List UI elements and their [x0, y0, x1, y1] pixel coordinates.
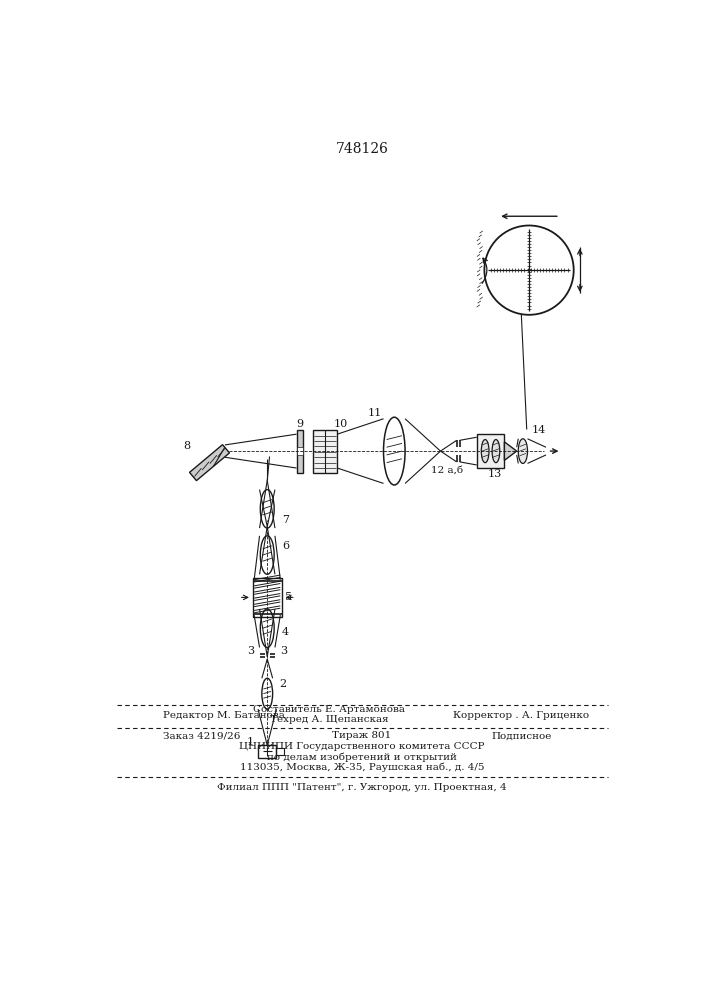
Bar — [296, 447, 303, 455]
Text: 11: 11 — [368, 408, 382, 418]
Ellipse shape — [518, 439, 527, 463]
Bar — [312, 430, 337, 473]
Text: Корректор . А. Гриценко: Корректор . А. Гриценко — [453, 711, 590, 720]
Bar — [477, 434, 504, 468]
Text: 748126: 748126 — [336, 142, 388, 156]
Text: 1: 1 — [247, 737, 254, 747]
Ellipse shape — [383, 417, 405, 485]
Text: 3: 3 — [247, 646, 254, 656]
Text: 2: 2 — [279, 679, 286, 689]
Bar — [252, 578, 282, 617]
Ellipse shape — [481, 440, 489, 463]
Text: Филиал ППП "Патент", г. Ужгород, ул. Проектная, 4: Филиал ППП "Патент", г. Ужгород, ул. Про… — [217, 783, 507, 792]
Text: Подписное: Подписное — [491, 732, 551, 740]
Text: 5: 5 — [285, 592, 293, 602]
Text: 7: 7 — [282, 515, 289, 525]
Text: ЦНИИПИ Государственного комитета СССР: ЦНИИПИ Государственного комитета СССР — [239, 742, 485, 751]
Text: 13: 13 — [487, 469, 501, 479]
Text: по делам изобретений и открытий: по делам изобретений и открытий — [267, 752, 457, 762]
Bar — [258, 745, 276, 758]
Text: 4: 4 — [282, 627, 289, 637]
Polygon shape — [189, 445, 230, 481]
Text: 9: 9 — [296, 419, 303, 429]
Bar — [296, 430, 303, 473]
Text: 8: 8 — [183, 441, 190, 451]
Text: 10: 10 — [333, 419, 348, 429]
Text: Техред А. Щепанская: Техред А. Щепанская — [269, 715, 388, 724]
Text: Редактор М. Батанова: Редактор М. Батанова — [163, 711, 285, 720]
Text: 3: 3 — [281, 646, 288, 656]
Text: 14: 14 — [531, 425, 545, 435]
Text: 6: 6 — [282, 541, 289, 551]
Text: 113035, Москва, Ж-35, Раушская наб., д. 4/5: 113035, Москва, Ж-35, Раушская наб., д. … — [240, 762, 484, 772]
Bar — [276, 748, 284, 755]
Text: Тираж 801: Тираж 801 — [332, 732, 392, 740]
Text: Заказ 4219/26: Заказ 4219/26 — [163, 732, 240, 740]
Text: Составитель Е. Артамонова: Составитель Е. Артамонова — [253, 705, 405, 714]
Ellipse shape — [492, 440, 500, 463]
Text: 12 а,б: 12 а,б — [431, 466, 462, 475]
Polygon shape — [504, 442, 517, 460]
